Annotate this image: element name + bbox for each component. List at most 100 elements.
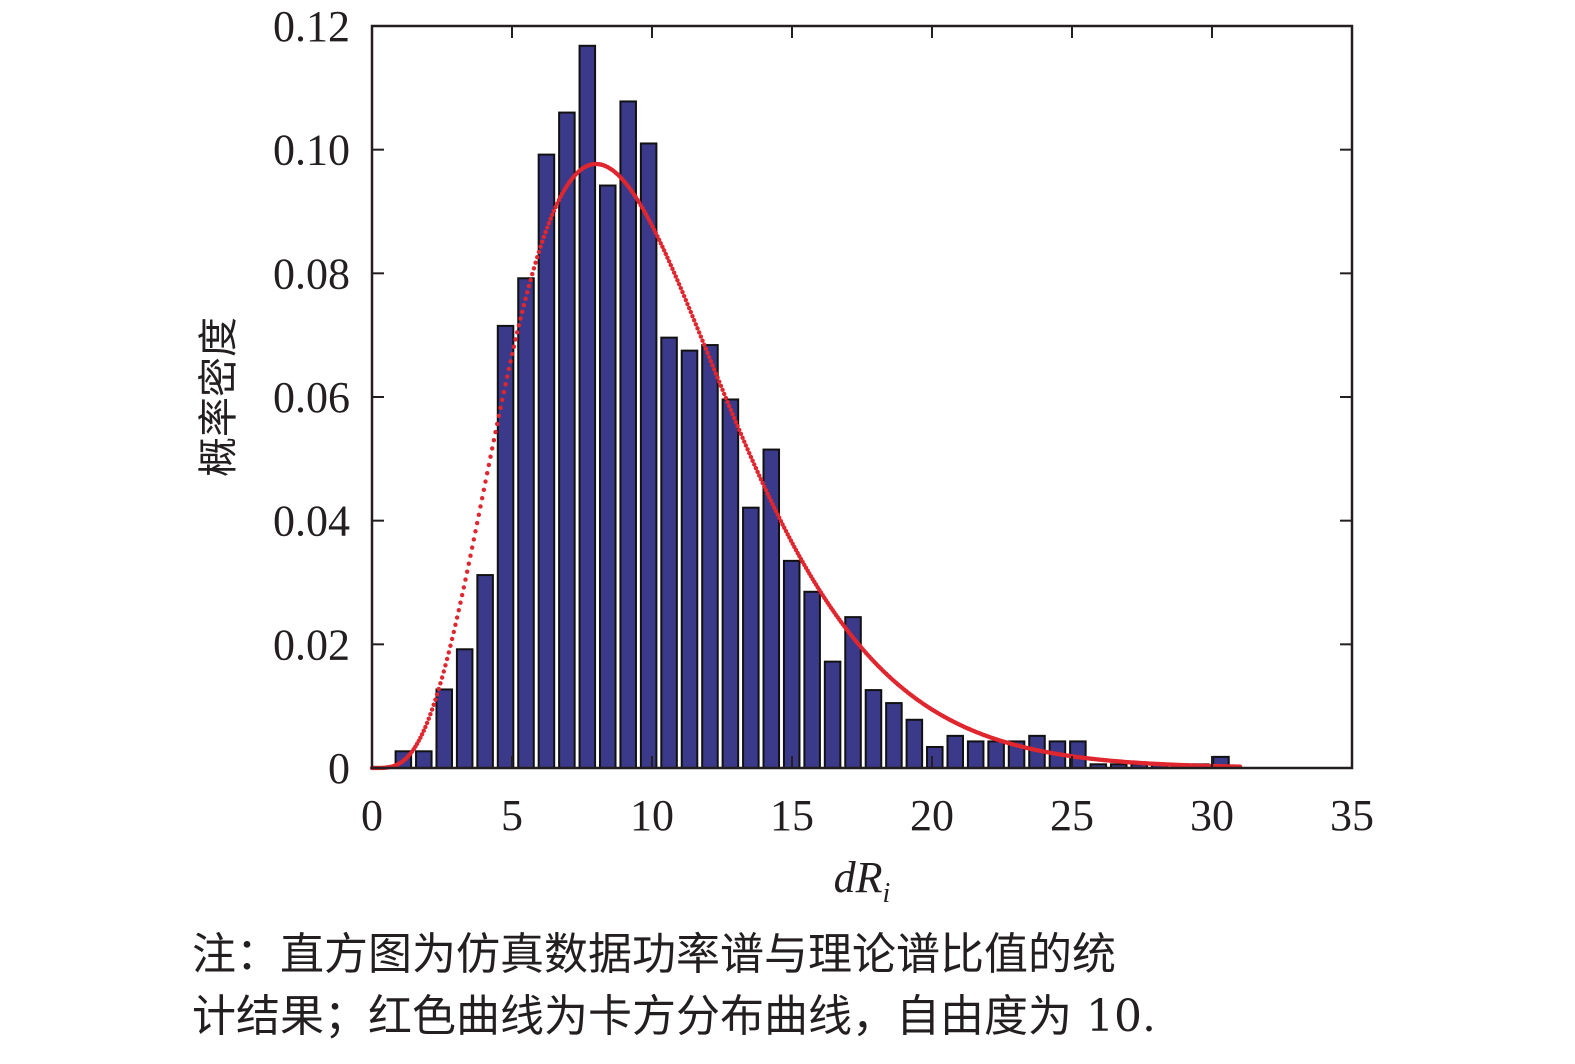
curve-point bbox=[690, 313, 695, 319]
curve-point bbox=[753, 466, 759, 471]
histogram-bar bbox=[660, 336, 678, 769]
curve-point bbox=[453, 622, 458, 628]
curve-point bbox=[468, 553, 473, 558]
curve-point bbox=[528, 277, 533, 283]
curve-point bbox=[701, 342, 707, 347]
histogram-bar bbox=[885, 702, 903, 770]
histogram-bar bbox=[926, 745, 944, 769]
curve-point bbox=[518, 316, 523, 321]
y-axis-label: 概率密度 bbox=[196, 317, 241, 477]
curve-point bbox=[511, 344, 517, 349]
histogram-bar bbox=[558, 111, 576, 769]
curve-point bbox=[521, 302, 527, 308]
curve-point bbox=[680, 289, 685, 295]
curve-point bbox=[718, 383, 724, 388]
curve-point bbox=[439, 675, 445, 680]
curve-point bbox=[760, 480, 765, 486]
curve-point bbox=[545, 225, 550, 230]
curve-point bbox=[436, 686, 441, 692]
curve-point bbox=[745, 447, 750, 452]
curve-point bbox=[438, 681, 443, 686]
curve-point bbox=[778, 518, 784, 524]
curve-point bbox=[743, 443, 749, 448]
curve-point bbox=[446, 650, 451, 655]
y-tick-label: 0.06 bbox=[273, 373, 350, 422]
curve-point bbox=[454, 615, 460, 620]
curve-point bbox=[459, 592, 465, 598]
curve-point bbox=[665, 255, 670, 260]
curve-point bbox=[670, 266, 675, 272]
curve-point bbox=[506, 366, 512, 372]
histogram-bar bbox=[455, 648, 474, 770]
curve-point bbox=[444, 656, 450, 662]
y-tick-label: 0.10 bbox=[273, 126, 350, 175]
curve-point bbox=[673, 274, 678, 279]
curve-point bbox=[458, 600, 463, 605]
histogram-bar bbox=[517, 277, 535, 769]
curve-point bbox=[498, 405, 503, 411]
curve-point bbox=[708, 359, 714, 364]
curve-point bbox=[651, 227, 657, 232]
curve-point bbox=[424, 720, 430, 726]
x-axis-label-main: dR bbox=[834, 853, 883, 902]
curve-point bbox=[551, 208, 557, 214]
curve-point bbox=[503, 382, 508, 387]
curve-point bbox=[550, 212, 555, 217]
curve-point bbox=[476, 512, 482, 517]
y-tick-label: 0.02 bbox=[273, 620, 350, 669]
curve-point bbox=[510, 351, 515, 357]
curve-point bbox=[767, 495, 772, 500]
figure-caption: 注：直方图为仿真数据功率谱与理论谱比值的统 计结果；红色曲线为卡方分布曲线，自由… bbox=[192, 924, 1412, 1048]
curve-point bbox=[725, 399, 730, 405]
curve-point bbox=[710, 363, 715, 368]
curve-point bbox=[663, 251, 668, 257]
x-tick-label: 15 bbox=[770, 791, 814, 840]
curve-point bbox=[433, 697, 438, 702]
curve-point bbox=[431, 702, 436, 707]
curve-point bbox=[449, 636, 455, 642]
curve-point bbox=[730, 411, 735, 417]
curve-point bbox=[501, 389, 507, 395]
y-axis-ticks: 0 0.02 0.04 0.06 0.08 0.10 0.12 bbox=[273, 2, 1352, 793]
curve-point bbox=[658, 241, 663, 246]
curve-point bbox=[556, 197, 562, 203]
curve-point bbox=[656, 237, 662, 242]
curve-point bbox=[538, 244, 543, 249]
curve-point bbox=[765, 491, 770, 496]
histogram-bar bbox=[966, 740, 985, 769]
curve-point bbox=[738, 431, 744, 437]
curve-point bbox=[717, 379, 722, 384]
curve-point bbox=[448, 643, 453, 648]
curve-point bbox=[727, 403, 732, 409]
histogram-bar bbox=[578, 44, 597, 770]
curve-point bbox=[711, 367, 717, 372]
curve-point bbox=[419, 732, 425, 737]
curve-point bbox=[773, 508, 779, 514]
y-tick-label: 0.12 bbox=[273, 2, 350, 51]
curve-point bbox=[418, 735, 423, 740]
curve-point bbox=[683, 297, 689, 303]
curve-point bbox=[747, 450, 752, 456]
curve-point bbox=[546, 220, 552, 226]
curve-point bbox=[705, 350, 710, 356]
histogram-bar bbox=[476, 574, 494, 770]
curve-point bbox=[698, 334, 704, 339]
curve-point bbox=[428, 712, 433, 717]
curve-point bbox=[755, 469, 760, 475]
curve-point bbox=[675, 278, 680, 283]
curve-point bbox=[782, 525, 787, 530]
curve-point bbox=[688, 309, 694, 315]
histogram-bar bbox=[701, 344, 719, 769]
curve-point bbox=[770, 502, 775, 507]
curve-point bbox=[423, 724, 428, 730]
curve-point bbox=[508, 359, 513, 364]
curve-point bbox=[772, 505, 777, 510]
curve-point bbox=[426, 716, 431, 721]
histogram-bar bbox=[803, 590, 821, 770]
curve-point bbox=[722, 391, 727, 397]
y-tick-label: 0 bbox=[328, 744, 350, 793]
chart: 0 0.02 0.04 0.06 0.08 0.10 0.12 0 5 10 15 20 25 30 35… bbox=[196, 2, 1374, 909]
curve-point bbox=[775, 512, 780, 517]
curve-point bbox=[469, 545, 475, 550]
curve-point bbox=[660, 244, 665, 249]
